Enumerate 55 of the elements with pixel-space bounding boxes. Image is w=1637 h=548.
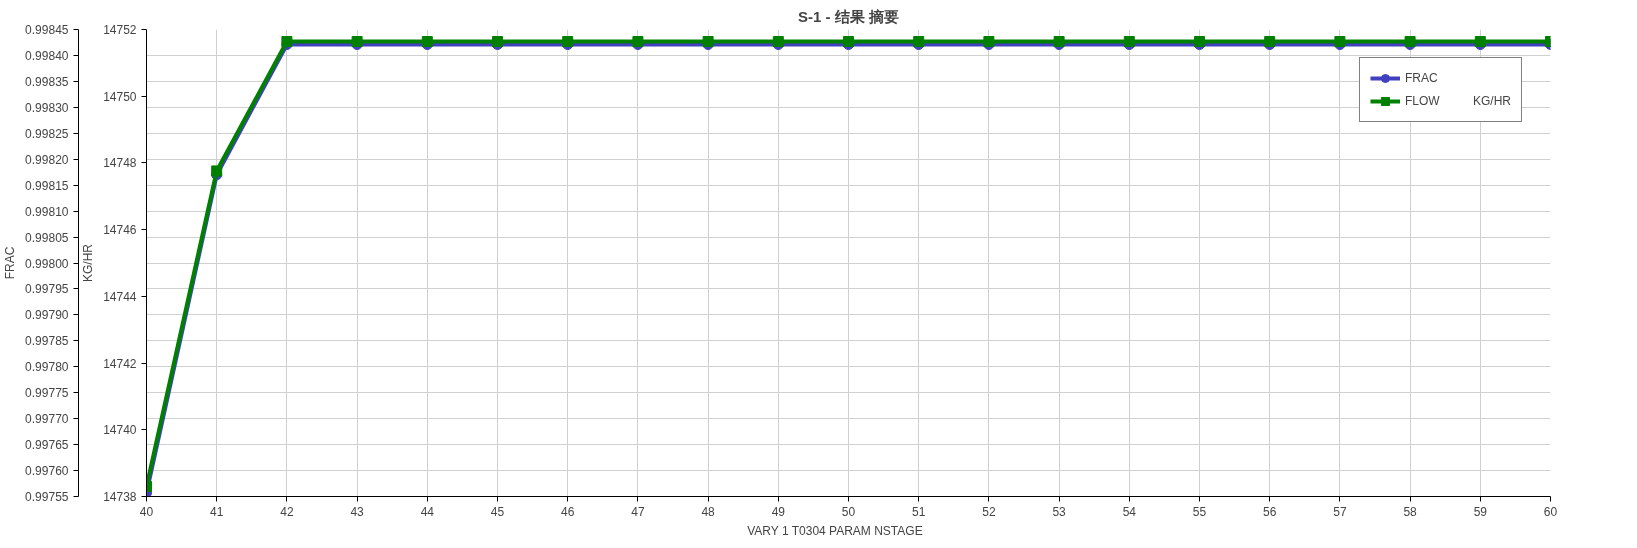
y2-axis-title: KG/HR (81, 243, 96, 282)
x-tick-label: 40 (139, 504, 154, 519)
x-tick-label: 52 (982, 504, 996, 519)
x-tick-label: 50 (841, 504, 856, 519)
y-tick-label: 0.99810 (25, 204, 69, 219)
x-axis-title: VARY 1 T0304 PARAM NSTAGE (747, 523, 923, 538)
x-tick-label: 57 (1333, 504, 1347, 519)
y-tick-label: 0.99790 (25, 308, 69, 323)
x-tick-label: 51 (912, 504, 926, 519)
x-tick-label: 41 (210, 504, 224, 519)
y-tick-label: 0.99835 (25, 74, 69, 89)
x-tick-label: 42 (280, 504, 294, 519)
y-tick-label: 0.99825 (25, 126, 69, 141)
x-tick-label: 56 (1263, 504, 1277, 519)
x-tick-label: 45 (490, 504, 505, 519)
y2-tick-label: 14750 (103, 89, 137, 104)
point (211, 165, 223, 177)
x-tick-label: 46 (561, 504, 575, 519)
y2-tick-label: 14740 (103, 423, 137, 438)
y-tick-label: 0.99845 (25, 23, 69, 37)
y2-tick-label: 14746 (103, 223, 137, 238)
y2-tick-label: 14752 (103, 23, 137, 37)
y2-tick-label: 14748 (103, 156, 137, 171)
legend-label: FLOW KG/HR (1404, 94, 1511, 108)
x-tick-label: 53 (1052, 504, 1067, 519)
y-tick-label: 0.99760 (25, 464, 69, 479)
y-tick-label: 0.99830 (25, 100, 69, 115)
x-tick-label: 59 (1473, 504, 1488, 519)
y-tick-label: 0.99770 (25, 412, 69, 427)
y2-tick-label: 14738 (103, 490, 137, 504)
x-tick-label: 60 (1543, 504, 1558, 519)
y-axis-title: FRAC (3, 246, 18, 280)
legend-label: FRAC (1404, 71, 1438, 85)
y-tick-label: 0.99815 (25, 178, 69, 193)
y-tick-label: 0.99820 (25, 152, 69, 167)
y-tick-label: 0.99800 (25, 256, 69, 271)
chart-title: S-1 - 结果 摘要 (798, 7, 899, 25)
y-tick-label: 0.99840 (25, 48, 69, 63)
x-tick-label: 55 (1192, 504, 1207, 519)
x-tick-label: 47 (631, 504, 645, 519)
y-tick-label: 0.99775 (25, 386, 69, 401)
y-tick-label: 0.99785 (25, 334, 69, 349)
y-tick-label: 0.99765 (25, 438, 69, 453)
x-tick-label: 44 (420, 504, 435, 519)
x-tick-label: 43 (350, 504, 365, 519)
x-tick-label: 48 (701, 504, 716, 519)
y-tick-label: 0.99755 (25, 490, 69, 504)
y-tick-label: 0.99795 (25, 282, 69, 297)
y-tick-label: 0.99805 (25, 230, 69, 245)
x-tick-label: 58 (1403, 504, 1418, 519)
x-tick-label: 49 (771, 504, 786, 519)
x-tick-label: 54 (1122, 504, 1137, 519)
y-tick-label: 0.99780 (25, 360, 69, 375)
y2-tick-label: 14742 (103, 356, 137, 371)
y2-tick-label: 14744 (103, 289, 137, 304)
